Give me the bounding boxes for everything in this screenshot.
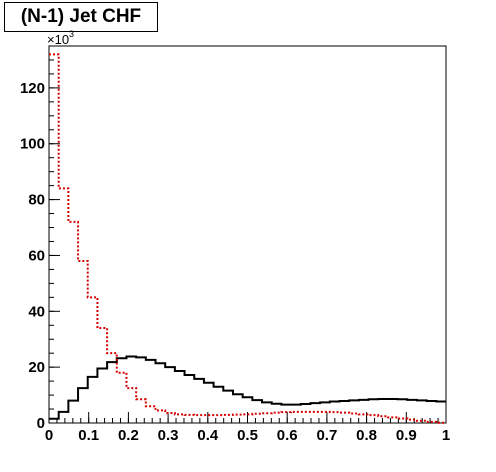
x-tick-label: 0.4 bbox=[197, 427, 219, 444]
y-tick-label: 80 bbox=[28, 192, 45, 209]
x-tick-label: 1 bbox=[442, 427, 450, 444]
x-tick-label: 0.3 bbox=[158, 427, 179, 444]
x-tick-label: 0.8 bbox=[356, 427, 377, 444]
y-multiplier-exponent: 3 bbox=[69, 29, 74, 39]
x-tick-label: 0.1 bbox=[78, 427, 99, 444]
x-tick-label: 0.6 bbox=[277, 427, 298, 444]
series-0-line bbox=[49, 355, 446, 420]
y-tick-label: 20 bbox=[28, 359, 45, 376]
y-tick-label: 120 bbox=[20, 80, 45, 97]
chart-title: (N-1) Jet CHF bbox=[20, 6, 142, 27]
chart-title-box: (N-1) Jet CHF bbox=[4, 2, 158, 32]
y-tick-label: 100 bbox=[20, 136, 45, 153]
y-tick-label: 0 bbox=[37, 415, 45, 432]
y-tick-label: 60 bbox=[28, 247, 45, 264]
x-tick-label: 0.2 bbox=[118, 427, 139, 444]
plot-frame bbox=[48, 45, 447, 424]
y-tick-label: 40 bbox=[28, 303, 45, 320]
y-multiplier-label: ×10 bbox=[47, 32, 69, 47]
x-tick-label: 0.5 bbox=[237, 427, 258, 444]
series-1-line bbox=[49, 53, 446, 424]
x-tick-label: 0.9 bbox=[396, 427, 417, 444]
x-tick-label: 0.7 bbox=[316, 427, 337, 444]
x-tick-label: 0 bbox=[45, 427, 53, 444]
